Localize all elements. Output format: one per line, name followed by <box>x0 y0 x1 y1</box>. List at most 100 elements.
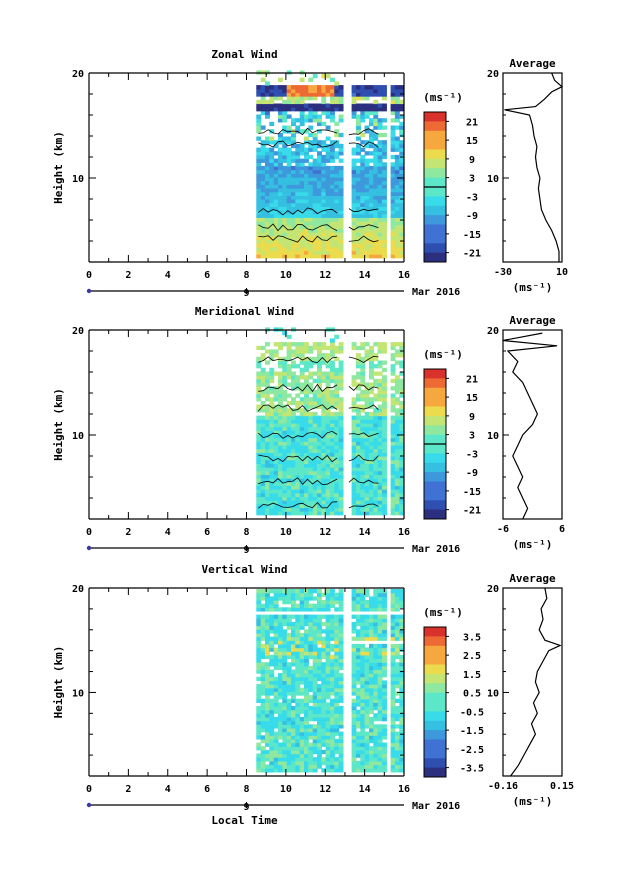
heatmap-cell <box>278 430 283 435</box>
heatmap-cell <box>295 478 301 483</box>
heatmap-cell <box>321 121 327 127</box>
heatmap-cell <box>273 371 279 376</box>
heatmap-cell <box>373 158 379 163</box>
heatmap-cell <box>364 210 370 215</box>
heatmap-cell <box>330 210 335 215</box>
heatmap-cell <box>260 243 266 248</box>
heatmap-cell <box>317 592 322 597</box>
heatmap-cell <box>360 202 366 207</box>
heatmap-cell <box>260 110 266 116</box>
heatmap-cell <box>338 481 344 486</box>
heatmap-cell <box>256 695 262 700</box>
heatmap-cell <box>312 437 318 442</box>
heatmap-cell <box>299 607 305 612</box>
heatmap-cell <box>260 735 266 740</box>
heatmap-cell <box>390 654 396 660</box>
heatmap-cell <box>330 632 335 638</box>
heatmap-cell <box>338 768 344 773</box>
heatmap-cell <box>312 485 318 490</box>
heatmap-cell <box>256 206 262 211</box>
heatmap-cell <box>282 360 288 365</box>
heatmap-cell <box>317 665 322 671</box>
heatmap-cell <box>260 614 266 619</box>
heatmap-cell <box>273 753 279 758</box>
heatmap-cell <box>369 764 374 769</box>
heatmap-cell <box>390 496 396 501</box>
heatmap-cell <box>304 749 309 755</box>
heatmap-cell <box>286 415 292 420</box>
heatmap-cell <box>282 426 288 431</box>
heatmap-cell <box>377 360 383 365</box>
heatmap-cell <box>291 676 296 682</box>
heatmap-cell <box>269 643 275 649</box>
heatmap-cell <box>390 254 396 259</box>
heatmap-cell <box>269 404 275 409</box>
heatmap-cell <box>356 136 361 141</box>
heatmap-cell <box>299 614 305 619</box>
heatmap-cell <box>273 180 279 185</box>
heatmap-cell <box>308 596 314 601</box>
heatmap-cell <box>291 158 296 163</box>
heatmap-cell <box>334 121 340 127</box>
heatmap-cell <box>317 709 322 714</box>
heatmap-cell <box>312 177 318 182</box>
heatmap-cell <box>291 728 296 733</box>
heatmap-cell <box>390 742 396 747</box>
heatmap-cell <box>369 191 374 196</box>
heatmap-cell <box>273 607 279 612</box>
heatmap-cell <box>312 400 318 406</box>
heatmap-cell <box>269 445 275 450</box>
heatmap-cell <box>265 603 270 608</box>
colorbar-tick-label: -9 <box>466 468 478 479</box>
heatmap-cell <box>321 654 327 660</box>
heatmap-cell <box>278 452 283 457</box>
colorbar-segment <box>424 130 446 141</box>
heatmap-cell <box>369 709 374 714</box>
heatmap-cell <box>260 511 266 516</box>
heatmap-cell <box>394 757 400 762</box>
heatmap-cell <box>394 177 400 182</box>
heatmap-cell <box>278 426 283 431</box>
heatmap-cell <box>377 426 383 431</box>
heatmap-cell <box>399 426 405 431</box>
heatmap-cell <box>330 195 335 200</box>
heatmap-cell <box>399 738 405 744</box>
heatmap-cell <box>369 195 374 200</box>
heatmap-cell <box>390 507 396 512</box>
heatmap-cell <box>260 728 266 733</box>
heatmap-cell <box>356 669 361 674</box>
heatmap-cell <box>282 511 288 516</box>
heatmap-cell <box>373 228 379 233</box>
heatmap-cell <box>338 349 344 354</box>
colorbar-tick-label: -21 <box>463 506 481 517</box>
heatmap-cell <box>394 235 400 241</box>
heatmap-cell <box>377 676 383 682</box>
heatmap-cell <box>364 434 370 439</box>
heatmap-cell <box>373 470 379 475</box>
heatmap-cell <box>282 474 288 479</box>
date-label: 9 <box>243 802 249 813</box>
heatmap-cell <box>364 404 370 409</box>
heatmap-cell <box>282 496 288 501</box>
heatmap-cell <box>299 77 305 82</box>
heatmap-cell <box>265 702 270 707</box>
heatmap-cell <box>382 165 387 171</box>
heatmap-cell <box>256 629 262 634</box>
heatmap-cell <box>338 492 344 498</box>
heatmap-cell <box>325 206 331 211</box>
heatmap-cell <box>317 746 322 751</box>
heatmap-cell <box>390 367 396 373</box>
heatmap-cell <box>351 749 357 755</box>
heatmap-cell <box>321 680 327 685</box>
heatmap-cell <box>312 445 318 450</box>
heatmap-cell <box>330 481 335 486</box>
heatmap-cell <box>256 724 262 729</box>
heatmap-cell <box>304 184 309 189</box>
heatmap-cell <box>364 735 370 740</box>
heatmap-cell <box>399 422 405 428</box>
heatmap-cell <box>373 107 379 112</box>
heatmap-cell <box>269 195 275 200</box>
heatmap-cell <box>321 500 327 505</box>
heatmap-cell <box>265 503 270 509</box>
heatmap-cell <box>369 434 374 439</box>
